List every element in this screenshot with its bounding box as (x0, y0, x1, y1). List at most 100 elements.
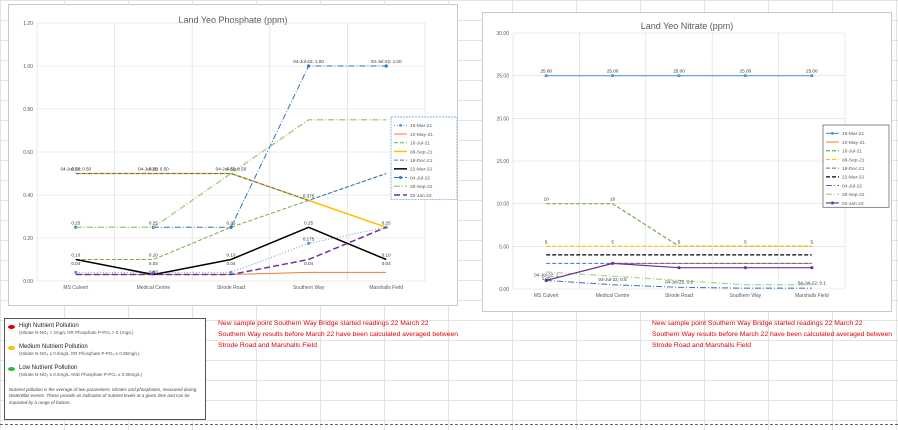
nitrate-data-label: 04-Jul-22; 0.5 (599, 277, 628, 282)
nitrate-data-label: 25.00 (673, 69, 685, 74)
phosphate-legend-label: 10-May-21 (410, 132, 433, 138)
phosphate-legend-label: 08-Sep-21 (410, 149, 433, 155)
high-title: High Nutrient Pollution (19, 323, 79, 329)
phosphate-point (229, 270, 233, 274)
low-title: Low Nutrient Pollution (19, 365, 78, 371)
phosphate-x-tick: Southern Way (293, 285, 325, 291)
nitrate-x-tick: Marshalls Field (795, 293, 829, 299)
nitrate-x-tick: Southern Way (730, 293, 762, 299)
nitrate-x-tick: MS Culvert (534, 293, 559, 299)
nitrate-legend-label: 16-Mar-21 (842, 131, 864, 137)
nitrate-point (743, 74, 747, 78)
legend-medium: Medium Nutrient Pollution (Nitrate N-NO₃… (8, 344, 140, 356)
phosphate-legend-label: 16-Jul-21 (410, 141, 430, 147)
phosphate-note-line2: Southern Way results before March 22 hav… (218, 331, 459, 338)
phosphate-y-tick: 0.20 (23, 236, 33, 242)
nitrate-x-tick: Strode Road (665, 293, 693, 299)
nitrate-series-line (546, 262, 812, 281)
nitrate-data-label: 5 (545, 239, 548, 244)
nitrate-chart[interactable]: Land Yeo Nitrate (ppm) 0.00 5.00 10.00 15.00… (482, 12, 892, 312)
phosphate-y-tick: 0.60 (23, 150, 33, 156)
nitrate-point (677, 74, 681, 78)
phosphate-data-label: 0.04 (227, 261, 236, 266)
nitrate-data-label: 25.00 (740, 69, 752, 74)
phosphate-legend-label: 18-Dec-21 (410, 158, 433, 164)
nitrate-data-label: 04-Jul-22; 0.2 (665, 279, 694, 284)
phosphate-data-label: 0.25 (382, 220, 391, 225)
phosphate-chart[interactable]: Land Yeo Phosphate (ppm) 0.00 0.20 0.40 0.60… (8, 4, 458, 306)
nitrate-point (810, 266, 814, 270)
phosphate-series-line (75, 226, 387, 276)
phosphate-data-label: 0.25 (149, 220, 158, 225)
phosphate-data-label: 0.10 (382, 253, 391, 258)
phosphate-data-label: 0.25 (304, 220, 313, 225)
legend-low: Low Nutrient Pollution (Nitrate N-NO₃ ≤ … (8, 365, 142, 377)
low-desc: (Nitrate N-NO₃ ≤ 0.5mg/L AND Phosphate P… (19, 372, 142, 377)
phosphate-data-label: 0.50 (71, 167, 80, 172)
phosphate-series-line (75, 173, 387, 260)
medium-desc: (Nitrate N-NO₃ ≤ 0.5mg/L OR Phosphate P-… (19, 351, 140, 356)
phosphate-note-line1: New sample point Southern Way Bridge sta… (218, 320, 429, 327)
high-pollution-dot (8, 325, 15, 329)
nitrate-point (810, 74, 814, 78)
phosphate-legend-label: 28-Sep-22 (410, 184, 433, 190)
phosphate-x-tick: Medical Centre (137, 285, 171, 291)
nitrate-legend-label: 28-Sep-22 (842, 192, 865, 198)
phosphate-data-label: 0.03 (149, 270, 158, 275)
phosphate-x-tick: Marshalls Field (369, 285, 403, 291)
nitrate-y-tick: 0.00 (499, 287, 509, 293)
phosphate-point (151, 270, 155, 274)
phosphate-data-label: 0.375 (303, 193, 315, 198)
phosphate-point (307, 64, 311, 68)
phosphate-chart-svg: Land Yeo Phosphate (ppm) 0.00 0.20 0.40 0.60… (23, 15, 458, 291)
phosphate-point (74, 270, 78, 274)
nitrate-series-line (546, 271, 812, 286)
nitrate-data-label: 5 (678, 239, 681, 244)
phosphate-data-label: 04-Jul-22; 0.50 (60, 167, 91, 172)
phosphate-data-label: 0.10 (227, 253, 236, 258)
phosphate-series-line (75, 172, 387, 228)
high-desc: (Nitrate N-NO₃ > 2mg/L OR Phosphate P-PO… (19, 330, 134, 335)
nitrate-data-label: 5 (744, 239, 747, 244)
phosphate-point (384, 64, 388, 68)
nitrate-y-tick: 25.00 (496, 74, 509, 80)
nitrate-legend-marker (831, 201, 834, 205)
phosphate-data-label: 0.50 (227, 167, 236, 172)
nitrate-legend-label: 22-Mar-22 (842, 175, 864, 181)
phosphate-legend-label: 22-Mar-22 (410, 167, 432, 173)
phosphate-data-label: 04-Jul-22; 0.50 (216, 167, 247, 172)
phosphate-y-tick: 0.00 (23, 279, 33, 285)
nitrate-point (544, 278, 548, 283)
phosphate-legend-marker (399, 176, 402, 180)
nitrate-data-label: 25.00 (540, 69, 552, 74)
nitrate-point (677, 266, 681, 270)
nitrate-legend-box (822, 124, 890, 208)
phosphate-legend-marker (399, 123, 402, 127)
nitrate-note: New sample point Southern Way Bridge sta… (652, 318, 892, 351)
nitrate-y-tick: 5.00 (499, 244, 509, 250)
nitrate-data-label: 5 (611, 239, 614, 244)
nitrate-y-tick: 10.00 (496, 202, 509, 208)
nitrate-note-line3: Strode Road and Marshalls Field (652, 342, 751, 349)
nitrate-note-line2: Southern Way results before March 22 hav… (652, 331, 893, 338)
phosphate-note: New sample point Southern Way Bridge sta… (218, 318, 458, 351)
nitrate-legend-label: 04-Jul-22 (842, 183, 862, 189)
phosphate-point (229, 225, 233, 229)
phosphate-data-label: 0.04 (149, 261, 158, 266)
pollution-note: Nutrient pollution is the average of two… (9, 387, 197, 405)
phosphate-legend-label: 16-Mar-21 (410, 123, 432, 129)
phosphate-data-label: 0.50 (149, 167, 158, 172)
nitrate-legend-label: 16-Jul-21 (842, 149, 862, 155)
nitrate-data-label: 1.00 (542, 276, 551, 281)
phosphate-x-tick: Strode Road (217, 285, 245, 291)
nitrate-data-label: 10 (544, 197, 550, 202)
phosphate-series-line (75, 173, 387, 201)
phosphate-y-tick: 0.80 (23, 107, 33, 113)
phosphate-data-label: 0.10 (149, 253, 158, 258)
nitrate-chart-svg: Land Yeo Nitrate (ppm) 0.00 5.00 10.00 15.00… (496, 21, 890, 299)
nitrate-data-label: 10 (610, 197, 616, 202)
nitrate-series-line (546, 279, 812, 289)
nitrate-note-line1: New sample point Southern Way Bridge sta… (652, 320, 863, 327)
phosphate-data-label: 0.25 (227, 220, 236, 225)
page-break-line (0, 424, 898, 425)
